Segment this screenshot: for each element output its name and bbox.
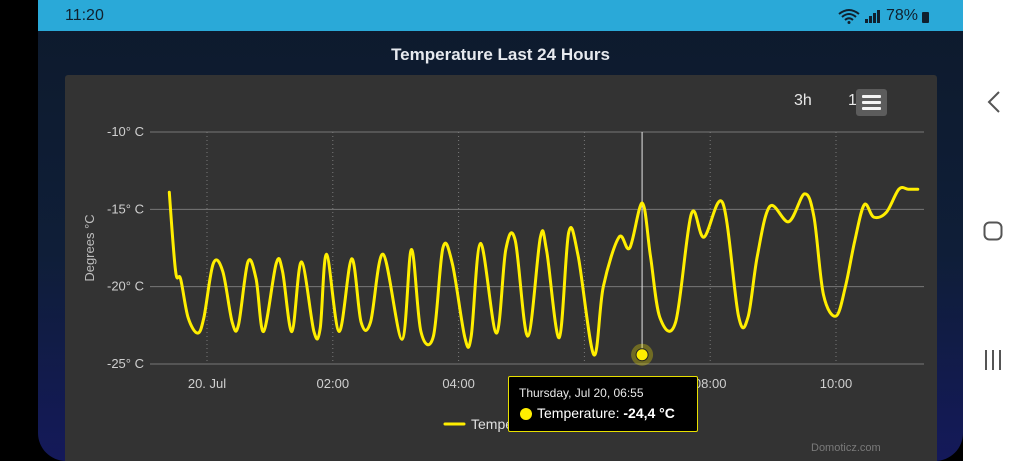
wifi-icon	[838, 9, 860, 24]
recents-icon[interactable]	[983, 349, 1003, 371]
tooltip-value: -24,4 °C	[623, 405, 675, 421]
back-icon[interactable]	[987, 91, 1001, 113]
hamburger-menu-icon[interactable]	[856, 89, 887, 116]
status-time: 11:20	[65, 7, 104, 24]
range-3h-button[interactable]: 3h	[794, 92, 812, 109]
battery-percent: 78%	[885, 7, 918, 24]
chart-tooltip: Thursday, Jul 20, 06:55 Temperature: -24…	[508, 376, 698, 432]
tooltip-series-label: Temperature:	[537, 405, 624, 421]
status-icons: 78%	[838, 7, 929, 25]
signal-icon	[864, 10, 880, 23]
navigation-bar	[963, 0, 1024, 461]
chart-title: Temperature Last 24 Hours	[391, 45, 610, 64]
battery-icon	[922, 11, 929, 23]
status-bar: 11:20 78%	[38, 0, 963, 31]
tooltip-series-dot	[520, 408, 532, 420]
chart-panel	[65, 75, 937, 461]
tooltip-date: Thursday, Jul 20, 06:55	[519, 386, 644, 400]
home-icon[interactable]	[983, 221, 1003, 241]
credits-link[interactable]: Domoticz.com	[811, 442, 881, 454]
app-window: 11:20 78% Temperature Last 24 Hours	[38, 0, 963, 461]
tooltip-line: Temperature: -24,4 °C	[537, 405, 675, 421]
